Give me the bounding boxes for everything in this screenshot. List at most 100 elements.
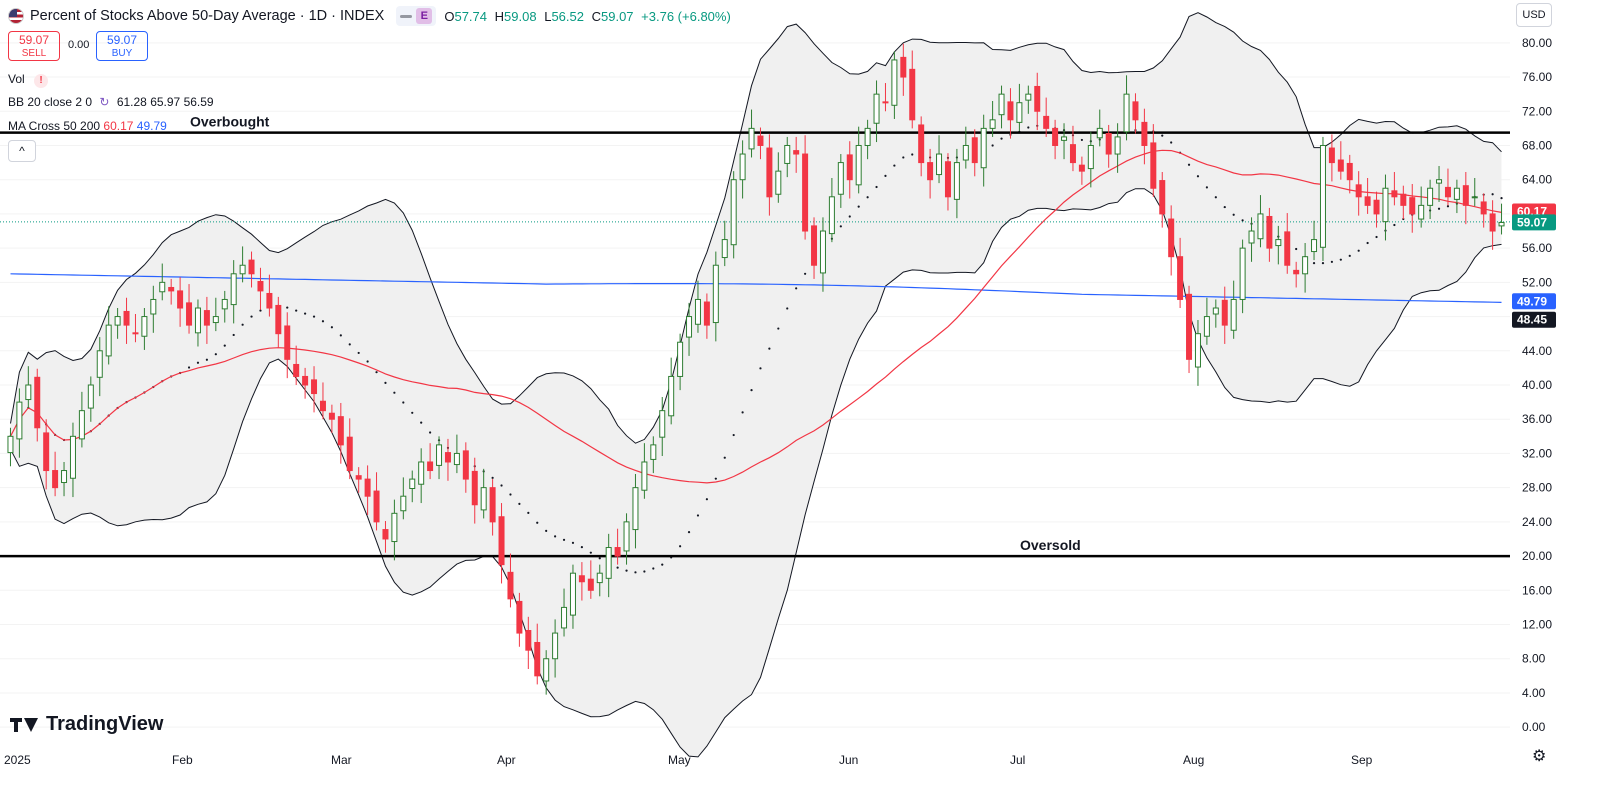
bollinger-basis-dot xyxy=(1446,205,1450,208)
bollinger-basis-dot xyxy=(625,569,628,572)
eye-icon[interactable] xyxy=(400,14,413,18)
candle-body xyxy=(953,162,960,200)
candle-body xyxy=(1266,215,1273,249)
candle-body xyxy=(382,529,389,540)
candle-body xyxy=(864,127,871,146)
candle-body xyxy=(78,410,85,440)
candle-body xyxy=(587,578,594,591)
candle-body xyxy=(1480,201,1487,215)
bollinger-basis-dot xyxy=(1161,134,1164,137)
candle-body xyxy=(409,478,416,490)
candle-body xyxy=(221,298,228,310)
bollinger-upper-value: 65.97 xyxy=(150,95,181,109)
bollinger-basis-dot xyxy=(545,529,548,532)
ma-cross-indicator[interactable]: MA Cross 50 200 60.17 49.79 xyxy=(8,119,167,133)
candle-body xyxy=(123,310,130,326)
candle-body xyxy=(730,179,737,246)
y-tick-label: 8.00 xyxy=(1522,652,1546,666)
candle-body xyxy=(52,470,59,489)
candle-body xyxy=(1239,247,1246,300)
candle-body xyxy=(739,153,746,181)
buy-label: BUY xyxy=(111,48,133,59)
chart-title[interactable]: Percent of Stocks Above 50-Day Average ·… xyxy=(30,8,385,24)
candle-body xyxy=(596,572,603,584)
y-tick-label: 72.00 xyxy=(1522,104,1552,118)
tradingview-logo[interactable]: TradingView xyxy=(10,713,163,736)
candle-body xyxy=(311,379,318,395)
bollinger-basis-dot xyxy=(223,344,226,347)
candle-body xyxy=(516,600,523,634)
sell-button[interactable]: 59.07 SELL xyxy=(8,31,60,61)
bollinger-lower-band xyxy=(10,188,1502,758)
ma-fast-value: 60.17 xyxy=(103,119,134,133)
bollinger-basis-dot xyxy=(205,358,208,361)
candle-body xyxy=(1373,199,1380,215)
buy-price: 59.07 xyxy=(106,33,138,47)
bollinger-basis-dot xyxy=(1500,196,1503,200)
bollinger-basis-dot xyxy=(705,498,708,501)
bollinger-basis-dot xyxy=(518,502,521,506)
y-tick-label: 16.00 xyxy=(1522,583,1552,597)
bollinger-basis-dot xyxy=(687,531,691,534)
candle-body xyxy=(819,230,826,274)
candle-body xyxy=(543,658,550,682)
us-flag-icon xyxy=(8,8,24,24)
bollinger-basis-dot xyxy=(259,309,262,312)
candle-body xyxy=(1061,136,1068,141)
candle-body xyxy=(1203,316,1210,337)
candle-body xyxy=(1418,204,1425,220)
earnings-badge[interactable]: E xyxy=(416,8,433,24)
candle-body xyxy=(498,516,505,566)
candle-body xyxy=(1114,136,1121,155)
x-tick-label: 2025 xyxy=(4,753,31,767)
candle-body xyxy=(775,170,782,195)
sell-price: 59.07 xyxy=(18,33,50,47)
volume-label: Vol xyxy=(8,72,25,86)
volume-indicator[interactable]: Vol ! xyxy=(8,72,49,88)
candle-body xyxy=(212,316,219,324)
y-tick-label: 36.00 xyxy=(1522,412,1552,426)
x-tick-label: Mar xyxy=(331,753,352,767)
candle-body xyxy=(650,444,657,460)
candle-body xyxy=(1052,127,1059,146)
candle-body xyxy=(418,461,425,485)
candles xyxy=(7,43,1505,695)
price-tag-box xyxy=(1512,311,1556,328)
bollinger-basis-dot xyxy=(714,477,717,480)
x-tick-label: Apr xyxy=(497,753,516,767)
bollinger-basis-dot xyxy=(652,567,655,570)
bollinger-indicator[interactable]: BB 20 close 2 0 ↻ 61.28 65.97 56.59 xyxy=(8,95,214,109)
currency-selector[interactable]: USD xyxy=(1516,3,1552,27)
refresh-icon[interactable]: ↻ xyxy=(99,95,110,109)
candle-body xyxy=(1168,218,1175,258)
price-tag-label: 59.07 xyxy=(1517,215,1547,229)
candle-body xyxy=(275,304,282,335)
candle-body xyxy=(203,310,210,326)
warning-icon[interactable]: ! xyxy=(34,74,49,88)
candle-body xyxy=(355,475,362,480)
bollinger-basis-dot xyxy=(384,381,387,384)
bollinger-label: BB 20 close 2 0 xyxy=(8,95,93,109)
collapse-legend-button[interactable]: ^ xyxy=(8,140,36,162)
candle-body xyxy=(784,144,791,164)
candle-body xyxy=(373,490,380,523)
candle-body xyxy=(1096,127,1103,139)
candle-body xyxy=(1400,193,1407,206)
x-tick-label: Jun xyxy=(839,753,858,767)
candle-body xyxy=(293,363,300,377)
bollinger-basis-dot xyxy=(848,215,851,218)
bollinger-basis-dot xyxy=(1357,249,1360,252)
gear-icon[interactable]: ⚙ xyxy=(1532,748,1547,765)
level-label: Overbought xyxy=(190,114,270,130)
bollinger-basis-dot xyxy=(214,353,217,356)
visibility-controls[interactable]: E xyxy=(396,6,437,26)
price-tag-label: 48.45 xyxy=(1517,313,1547,327)
candle-body xyxy=(96,350,103,378)
bollinger-basis-dot xyxy=(589,551,592,554)
bollinger-basis-dot xyxy=(1366,241,1369,245)
candle-body xyxy=(569,572,576,616)
buy-button[interactable]: 59.07 BUY xyxy=(96,31,148,61)
bollinger-basis-dot xyxy=(777,327,780,330)
bollinger-basis-dot xyxy=(509,493,512,496)
